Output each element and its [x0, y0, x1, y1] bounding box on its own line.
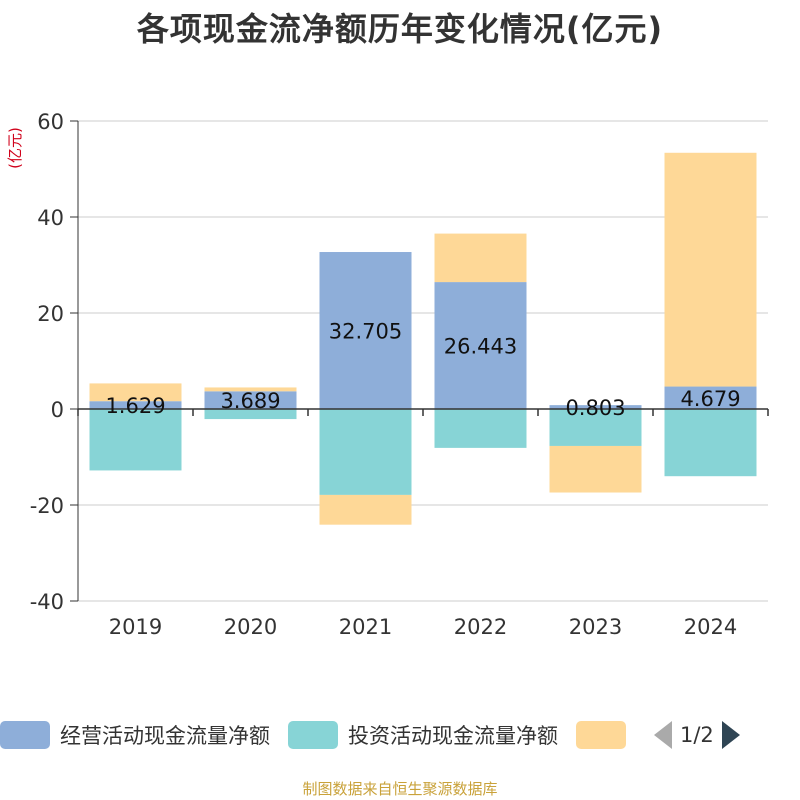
bar-layer: [89, 152, 757, 525]
y-tick-label: -20: [30, 494, 64, 518]
data-source-note: 制图数据来自恒生聚源数据库: [302, 780, 498, 798]
legend-label-investing: 投资活动现金流量净额: [348, 724, 558, 748]
bar-segment: [434, 282, 527, 409]
x-tick-label: 2019: [109, 615, 162, 639]
x-tick-label: 2020: [224, 615, 277, 639]
axis-layer: -40 -20 0 20 40 60 2019 2020 2021 2022 2023 2024: [30, 110, 769, 639]
x-tick-label: 2024: [684, 615, 737, 639]
y-tick-label: 0: [51, 398, 64, 422]
legend-item-operating[interactable]: 经营活动现金流量净额: [0, 720, 270, 750]
bar-segment: [204, 409, 297, 420]
legend-swatch-third: [576, 721, 626, 749]
y-tick-label: 60: [37, 110, 64, 134]
y-tick-label: 20: [37, 302, 64, 326]
bar-segment: [204, 387, 297, 392]
y-axis-unit-label: (亿元): [6, 127, 24, 169]
x-tick-label: 2021: [339, 615, 392, 639]
bar-value-label: 1.629: [105, 394, 165, 418]
bar-value-label: 26.443: [444, 335, 517, 359]
bar-segment: [549, 405, 642, 409]
bar-segment: [89, 401, 182, 409]
legend-next-page-icon[interactable]: [721, 721, 740, 749]
legend: 经营活动现金流量净额 投资活动现金流量净额 1/2: [0, 718, 800, 752]
bar-segment: [89, 409, 182, 471]
bar-segment: [664, 386, 757, 409]
bar-value-label: 32.705: [329, 320, 402, 344]
legend-label-operating: 经营活动现金流量净额: [60, 724, 270, 748]
bar-segment: [664, 152, 757, 387]
label-layer: 1.629 3.689 32.705 26.443 0.803 4.679: [105, 320, 740, 421]
bar-segment: [89, 383, 182, 402]
chart-canvas: -40 -20 0 20 40 60 2019 2020 2021 2022 2023 2024 1.…: [6, 110, 769, 639]
x-tick-label: 2022: [454, 615, 507, 639]
legend-prev-page-icon[interactable]: [654, 721, 672, 749]
x-tick-label: 2023: [569, 615, 622, 639]
bar-segment: [549, 445, 642, 493]
legend-item-investing[interactable]: 投资活动现金流量净额: [288, 720, 558, 750]
legend-item-third[interactable]: [576, 721, 636, 749]
grid-layer: [78, 120, 768, 602]
bar-segment: [434, 233, 527, 283]
bar-value-label: 0.803: [565, 396, 625, 420]
bar-segment: [204, 391, 297, 409]
bar-segment: [549, 409, 642, 446]
bar-value-label: 3.689: [220, 389, 280, 413]
legend-page-indicator: 1/2: [680, 723, 714, 747]
legend-swatch-investing: [288, 721, 338, 749]
y-tick-label: 40: [37, 206, 64, 230]
y-tick-label: -40: [30, 590, 64, 614]
bar-segment: [319, 252, 412, 409]
bar-segment: [319, 494, 412, 525]
legend-swatch-operating: [0, 721, 50, 749]
bar-segment: [664, 409, 757, 477]
bar-segment: [319, 409, 412, 495]
chart-title: 各项现金流净额历年变化情况(亿元): [136, 10, 664, 48]
bar-segment: [434, 409, 527, 448]
bar-value-label: 4.679: [680, 387, 740, 411]
legend-pager: 1/2: [654, 721, 740, 749]
